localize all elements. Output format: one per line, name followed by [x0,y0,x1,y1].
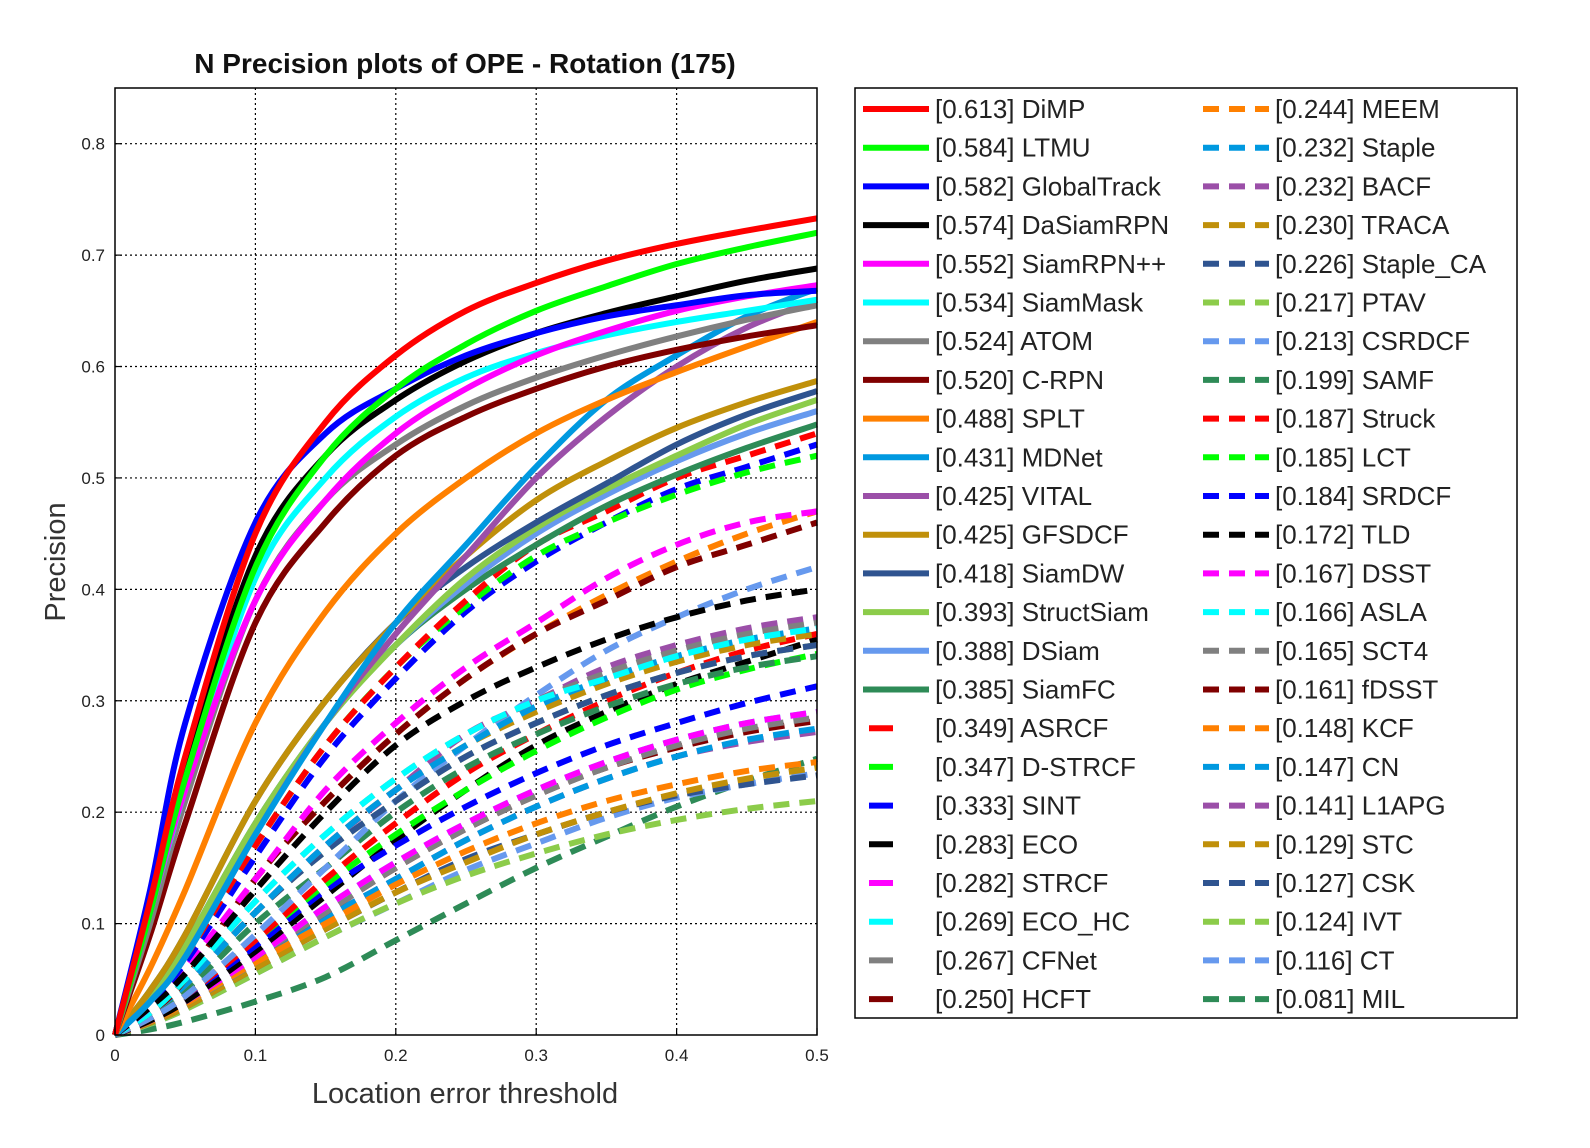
legend-entry-label: [0.250] HCFT [935,984,1091,1014]
series-line [112,441,818,1038]
legend-entry-label: [0.213] CSRDCF [1275,326,1470,356]
legend-entry-label: [0.232] Staple [1275,133,1435,163]
legend-entry-label: [0.226] Staple_CA [1275,249,1487,279]
legend-entry-label: [0.349] ASRCF [935,713,1108,743]
legend-entry-label: [0.232] BACF [1275,171,1431,201]
series-line [112,319,818,1037]
x-tick-label: 0.5 [805,1046,829,1065]
series-line [114,798,818,1038]
legend-entry-label: [0.431] MDNet [935,442,1103,472]
series-line [113,586,818,1038]
legend-entry-label: [0.282] STRCF [935,868,1108,898]
legend-entry-label: [0.185] LCT [1275,442,1411,472]
legend-entry-label: [0.267] CFNet [935,945,1098,975]
series-line [113,708,818,1038]
series-line [113,625,818,1038]
legend-entry-label: [0.393] StructSiam [935,597,1149,627]
legend-entry-label: [0.418] SiamDW [935,558,1125,588]
series-line [112,285,819,1038]
legend-entry-label: [0.534] SiamMask [935,288,1144,318]
legend-entry-label: [0.333] SINT [935,791,1081,821]
legend-entry-label: [0.161] fDSST [1275,675,1438,705]
y-tick-label: 0.2 [81,803,105,822]
x-tick-label: 0.3 [524,1046,548,1065]
y-tick-label: 0.8 [81,135,105,154]
series-line [112,287,818,1036]
legend-entry-label: [0.217] PTAV [1275,288,1426,318]
tick-labels: 0 0.1 0.2 0.3 0.4 0.5 0 0.1 0.2 0.3 0.4 0.5 0.6 0.7 0.… [81,135,828,1065]
legend-entry-label: [0.244] MEEM [1275,94,1440,124]
y-tick-label: 0.5 [81,469,105,488]
x-tick-label: 0.4 [665,1046,689,1065]
legend-entry-label: [0.172] TLD [1275,520,1410,550]
legend: [0.613] DiMP [0.584] LTMU [0.582] GlobalTr… [854,87,1518,1019]
legend-entry-label: [0.187] Struck [1275,404,1436,434]
legend-entry-label: [0.230] TRACA [1275,210,1450,240]
series-line [113,653,818,1038]
legend-entry-label: [0.129] STC [1275,829,1414,859]
legend-entry-label: [0.167] DSST [1275,558,1431,588]
legend-entry-label: [0.124] IVT [1275,907,1402,937]
series-line [112,215,818,1036]
legend-entry-label: [0.116] CT [1275,945,1395,975]
y-tick-label: 0.3 [81,692,105,711]
series-layer [112,215,819,1038]
legend-entry-label: [0.184] SRDCF [1275,481,1451,511]
series-line [113,508,818,1038]
legend-entry-label: [0.613] DiMP [935,94,1085,124]
y-tick-label: 0.7 [81,246,105,265]
legend-entry-label: [0.582] GlobalTrack [935,171,1162,201]
legend-entry-label: [0.425] VITAL [935,481,1092,511]
x-tick-label: 0.2 [384,1046,408,1065]
series-line [112,397,818,1038]
legend-entry-label: [0.524] ATOM [935,326,1093,356]
legend-entry-label: [0.385] SiamFC [935,675,1116,705]
legend-entry-label: [0.165] SCT4 [1275,636,1428,666]
legend-entry-label: [0.574] DaSiamRPN [935,210,1169,240]
series-line [113,725,818,1038]
y-axis-label: Precision [40,502,72,621]
legend-entry-label: [0.388] DSiam [935,636,1100,666]
legend-entry-label: [0.081] MIL [1275,984,1405,1014]
legend-entry-label: [0.141] L1APG [1275,791,1446,821]
legend-entry-label: [0.425] GFSDCF [935,520,1129,550]
y-tick-label: 0 [96,1026,105,1045]
x-tick-label: 0 [110,1046,119,1065]
x-axis-label: Location error threshold [312,1078,618,1110]
legend-entry-label: [0.269] ECO_HC [935,907,1130,937]
y-tick-label: 0.4 [81,580,105,599]
legend-entry-label: [0.147] CN [1275,752,1399,782]
x-tick-label: 0.1 [244,1046,268,1065]
series-line [112,322,818,1036]
legend-entry-label: [0.199] SAMF [1275,365,1434,395]
series-line [113,625,818,1038]
legend-entry-label: [0.584] LTMU [935,133,1091,163]
legend-entry-label: [0.166] ASLA [1275,597,1427,627]
legend-box [854,87,1518,1019]
legend-entry-label: [0.148] KCF [1275,713,1414,743]
legend-entry-label: [0.552] SiamRPN++ [935,249,1166,279]
y-tick-label: 0.6 [81,358,105,377]
series-line [114,755,818,1038]
legend-entry-label: [0.488] SPLT [935,404,1085,434]
legend-entry-label: [0.347] D-STRCF [935,752,1136,782]
series-line [112,229,818,1036]
legend-entry-label: [0.520] C-RPN [935,365,1104,395]
legend-entry-label: [0.127] CSK [1275,868,1416,898]
y-tick-label: 0.1 [81,915,105,934]
chart-title: N Precision plots of OPE - Rotation (175… [194,48,735,79]
plot-frame [114,87,818,1036]
series-line [113,759,818,1038]
legend-entry-label: [0.283] ECO [935,829,1078,859]
